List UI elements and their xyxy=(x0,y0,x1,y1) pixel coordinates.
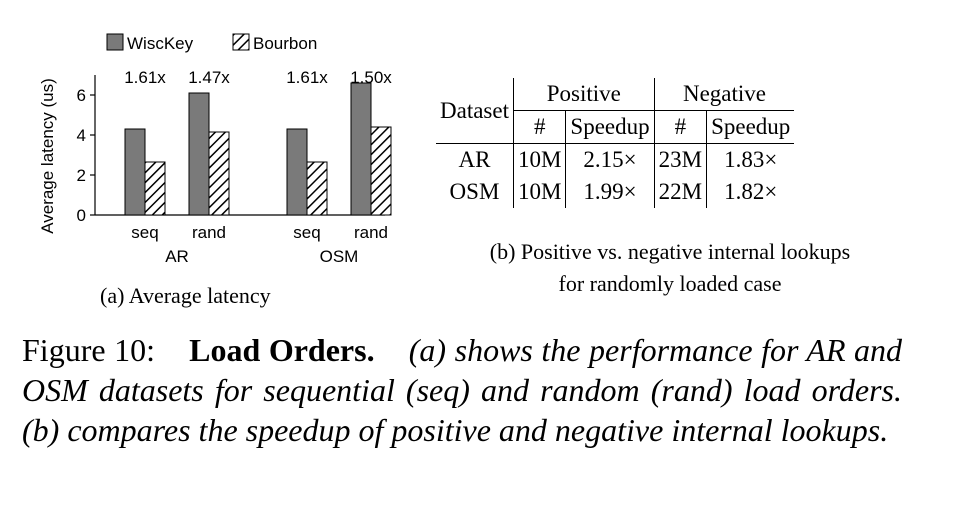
cell-pos-speedup: 1.99× xyxy=(565,176,655,208)
cell-neg-count: 22M xyxy=(654,176,708,208)
caption-b-line2: for randomly loaded case xyxy=(558,271,782,296)
legend-label-wisckey: WiscKey xyxy=(127,34,194,53)
x-tick-label: seq xyxy=(131,223,158,242)
speedup-annotation: 1.50x xyxy=(350,68,392,87)
bar-wisckey-ar-seq xyxy=(124,128,146,216)
y-tick-label: 0 xyxy=(77,206,86,225)
bar-wisckey-osm-rand xyxy=(350,82,372,216)
x-tick-label: rand xyxy=(354,223,388,242)
header-negative: Negative xyxy=(654,78,795,111)
y-tick-label: 6 xyxy=(77,86,86,105)
legend-swatch-bourbon xyxy=(232,33,250,51)
group-label: OSM xyxy=(320,247,359,266)
figure-label: Figure 10: xyxy=(22,332,155,368)
bar-wisckey-osm-seq xyxy=(286,128,308,216)
cell-neg-count: 23M xyxy=(654,143,708,176)
cell-neg-speedup: 1.83× xyxy=(724,147,778,172)
header-positive: Positive xyxy=(513,78,655,111)
chart-axes: 0 2 4 6 xyxy=(77,75,385,225)
legend-swatch-wisckey xyxy=(106,33,124,51)
cell-pos-speedup: 2.15× xyxy=(565,143,655,176)
chart-bars xyxy=(124,82,392,216)
table-row: OSM 10M 1.99× 22M 1.82× xyxy=(436,176,794,208)
caption-b-line1: (b) Positive vs. negative internal looku… xyxy=(489,239,851,264)
header-dataset: Dataset xyxy=(436,78,514,144)
cell-pos-count: 10M xyxy=(513,143,567,176)
y-axis-label: Average latency (us) xyxy=(38,78,57,234)
chart-labels: seq 1.61x rand 1.47x AR seq 1.61x rand 1.50x OSM xyxy=(124,68,392,266)
header-pos-speedup: Speedup xyxy=(565,110,655,144)
group-label: AR xyxy=(165,247,189,266)
header-neg-count: # xyxy=(654,110,708,144)
bar-bourbon-ar-rand xyxy=(208,131,230,216)
bar-bourbon-osm-seq xyxy=(306,161,328,216)
legend-label-bourbon: Bourbon xyxy=(253,34,317,53)
x-tick-label: seq xyxy=(293,223,320,242)
y-tick-label: 2 xyxy=(77,166,86,185)
cell-pos-count: 10M xyxy=(513,176,567,208)
figure-title: Load Orders. xyxy=(189,332,375,368)
x-tick-label: rand xyxy=(192,223,226,242)
caption-b: (b) Positive vs. negative internal looku… xyxy=(420,236,920,300)
speedup-annotation: 1.47x xyxy=(188,68,230,87)
figure-caption: Figure 10: Load Orders. (a) shows the pe… xyxy=(22,330,902,450)
header-pos-count: # xyxy=(513,110,567,144)
latency-bar-chart: WiscKey Bourbon Average latency (us) 0 2 4… xyxy=(38,33,392,266)
cell-neg-speedup: 1.82× xyxy=(724,179,778,204)
cell-dataset: OSM xyxy=(436,176,514,208)
header-neg-speedup: Speedup xyxy=(706,110,795,144)
bar-bourbon-osm-rand xyxy=(370,126,392,216)
bar-bourbon-ar-seq xyxy=(144,161,166,216)
figure-caption-body: (a) shows the performance for AR and OSM… xyxy=(22,332,903,448)
speedup-annotation: 1.61x xyxy=(124,68,166,87)
y-tick-label: 4 xyxy=(77,126,86,145)
speedup-annotation: 1.61x xyxy=(286,68,328,87)
bar-wisckey-ar-rand xyxy=(188,92,210,216)
cell-dataset: AR xyxy=(436,143,514,176)
lookup-speedup-table: Dataset Positive Negative # Speedup # Sp… xyxy=(436,78,795,208)
table-row: AR 10M 2.15× 23M 1.83× xyxy=(436,143,794,176)
caption-a: (a) Average latency xyxy=(100,283,271,308)
